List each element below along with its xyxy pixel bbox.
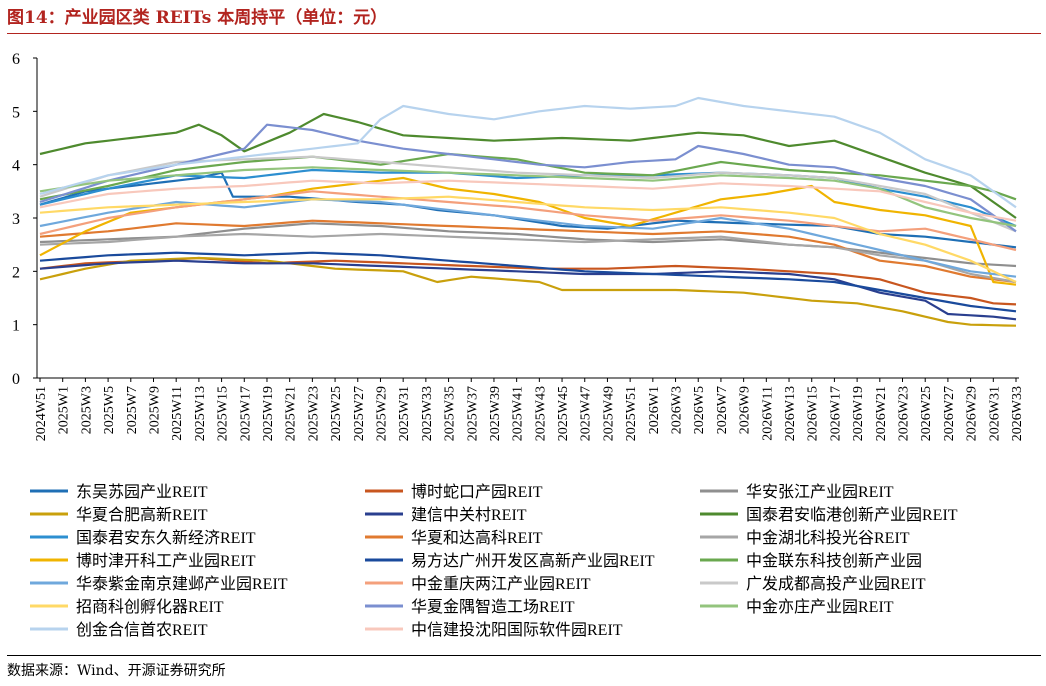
legend-label: 东吴苏园产业REIT bbox=[76, 483, 208, 501]
x-tick-label: 2026W21 bbox=[874, 386, 889, 441]
chart-title: 图14：产业园区类 REITs 本周持平（单位：元） bbox=[7, 8, 388, 28]
x-tick-label: 2026W19 bbox=[851, 386, 866, 441]
x-tick-label: 2025W13 bbox=[193, 386, 208, 441]
chart-legend: 东吴苏园产业REIT 博时蛇口产园REIT 华安张江产业园REIT 华夏合肥高新REI… bbox=[30, 483, 958, 639]
x-tick-label: 2025W3 bbox=[79, 386, 94, 434]
x-tick-label: 2025W39 bbox=[488, 386, 503, 441]
y-tick-label: 0 bbox=[12, 371, 20, 388]
y-tick-label: 4 bbox=[12, 158, 20, 175]
series-line bbox=[39, 256, 1017, 327]
legend-label: 中金重庆两江产业园REIT bbox=[411, 575, 591, 593]
x-tick-label: 2026W17 bbox=[828, 386, 843, 441]
series-line bbox=[39, 179, 1017, 222]
x-tick-label: 2026W31 bbox=[987, 386, 1002, 441]
x-tick-label: 2026W27 bbox=[942, 386, 957, 441]
x-tick-label: 2025W5 bbox=[102, 386, 117, 434]
x-tick-label: 2026W29 bbox=[965, 386, 980, 441]
x-tick-label: 2026W23 bbox=[897, 386, 912, 441]
series-line bbox=[39, 195, 1017, 283]
x-tick-label: 2026W3 bbox=[670, 386, 685, 434]
x-tick-label: 2025W15 bbox=[216, 386, 231, 441]
y-tick-label: 1 bbox=[12, 318, 20, 335]
series-line bbox=[39, 198, 1017, 278]
series-line bbox=[39, 152, 1017, 201]
legend-label: 华夏金隅智造工场REIT bbox=[411, 598, 575, 616]
x-tick-label: 2025W25 bbox=[329, 386, 344, 441]
legend-label: 华夏合肥高新REIT bbox=[76, 506, 208, 524]
legend-label: 中金亦庄产业园REIT bbox=[746, 598, 894, 616]
y-tick-label: 6 bbox=[12, 51, 20, 68]
x-tick-label: 2026W1 bbox=[647, 386, 662, 434]
x-tick-label: 2026W13 bbox=[783, 386, 798, 441]
x-tick-label: 2026W15 bbox=[806, 386, 821, 441]
legend-label: 华夏和达高科REIT bbox=[411, 529, 543, 547]
series-line bbox=[39, 251, 1017, 313]
x-tick-label: 2025W21 bbox=[284, 386, 299, 441]
series-line bbox=[39, 232, 1017, 284]
x-tick-label: 2026W33 bbox=[1010, 386, 1025, 441]
x-tick-label: 2025W1 bbox=[57, 386, 72, 434]
x-tick-label: 2025W7 bbox=[125, 386, 140, 434]
x-tick-label: 2025W43 bbox=[533, 386, 548, 441]
x-tick-label: 2025W31 bbox=[397, 386, 412, 441]
legend-label: 中金湖北科投光谷REIT bbox=[746, 529, 910, 547]
x-tick-label: 2025W9 bbox=[147, 386, 162, 434]
source-divider bbox=[7, 655, 1041, 656]
series-line bbox=[39, 96, 1017, 209]
x-tick-label: 2025W41 bbox=[511, 386, 526, 441]
x-tick-label: 2026W11 bbox=[760, 386, 775, 441]
legend-label: 博时津开科工产业园REIT bbox=[76, 552, 256, 570]
chart-axes: 0 1 2 3 4 5 6 2024W51 2025W1 2025W3 2025W5 2025W7 20… bbox=[12, 51, 1025, 441]
legend-label: 中信建投沈阳国际软件园REIT bbox=[411, 621, 623, 639]
legend-label: 华泰紫金南京建邺产业园REIT bbox=[76, 575, 288, 593]
y-tick-label: 3 bbox=[12, 211, 20, 228]
series-line bbox=[39, 259, 1017, 321]
y-tick-label: 5 bbox=[12, 104, 20, 121]
legend-label: 招商科创孵化器REIT bbox=[76, 598, 224, 616]
series-line bbox=[39, 123, 1017, 233]
x-tick-label: 2026W5 bbox=[692, 386, 707, 434]
x-tick-label: 2025W27 bbox=[352, 386, 367, 441]
x-tick-label: 2025W47 bbox=[579, 386, 594, 441]
x-tick-label: 2025W19 bbox=[261, 386, 276, 441]
x-tick-label: 2025W35 bbox=[443, 386, 458, 441]
x-tick-label: 2025W49 bbox=[601, 386, 616, 441]
legend-label: 国泰君安东久新经济REIT bbox=[76, 529, 256, 547]
title-divider bbox=[7, 33, 1041, 34]
legend-label: 博时蛇口产园REIT bbox=[411, 483, 543, 501]
x-tick-label: 2025W33 bbox=[420, 386, 435, 441]
source-note: 数据来源：Wind、开源证券研究所 bbox=[7, 663, 226, 679]
legend-label: 创金合信首农REIT bbox=[76, 621, 208, 639]
x-tick-label: 2025W29 bbox=[374, 386, 389, 441]
legend-label: 易方达广州开发区高新产业园REIT bbox=[411, 552, 655, 570]
x-tick-label: 2026W25 bbox=[919, 386, 934, 441]
x-tick-label: 2025W37 bbox=[465, 386, 480, 441]
x-tick-label: 2026W9 bbox=[738, 386, 753, 434]
chart-series-lines bbox=[39, 96, 1017, 327]
x-tick-label: 2024W51 bbox=[34, 386, 49, 441]
x-tick-label: 2025W17 bbox=[238, 386, 253, 441]
x-tick-label: 2025W11 bbox=[170, 386, 185, 441]
series-line bbox=[39, 166, 1017, 228]
legend-label: 建信中关村REIT bbox=[411, 506, 527, 524]
series-line bbox=[39, 112, 1017, 219]
legend-label: 中金联东科技创新产业园 bbox=[746, 552, 922, 570]
y-tick-label: 2 bbox=[12, 264, 20, 281]
x-tick-label: 2025W45 bbox=[556, 386, 571, 441]
x-tick-label: 2026W7 bbox=[715, 386, 730, 434]
x-tick-label: 2025W51 bbox=[624, 386, 639, 441]
legend-label: 广发成都高投产业园REIT bbox=[746, 575, 926, 593]
x-tick-label: 2025W23 bbox=[306, 386, 321, 441]
legend-label: 国泰君安临港创新产业园REIT bbox=[746, 506, 958, 524]
legend-label: 华安张江产业园REIT bbox=[746, 483, 894, 501]
